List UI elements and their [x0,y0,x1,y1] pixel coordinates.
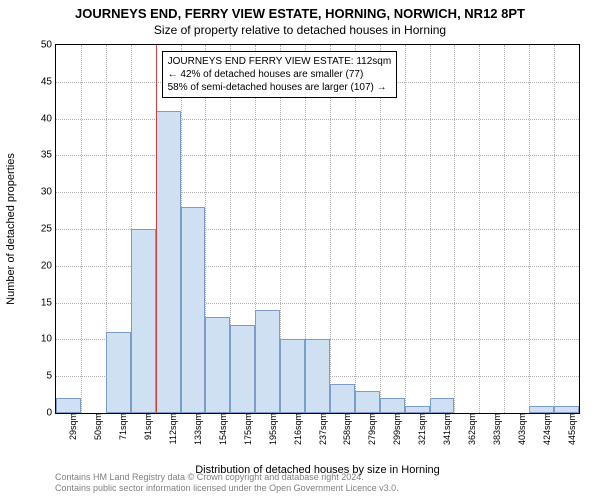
x-tick: 29sqm [68,413,78,440]
histogram-bar [255,310,280,413]
y-tick: 5 [46,371,52,382]
histogram-bar [56,398,81,413]
footer-line-1: Contains HM Land Registry data © Crown c… [55,472,399,483]
y-tick: 0 [46,408,52,419]
x-tick: 133sqm [193,413,203,445]
annotation-line: ← 42% of detached houses are smaller (77… [168,68,392,81]
gridline-v [454,45,455,413]
gridline-v [479,45,480,413]
page-subtitle: Size of property relative to detached ho… [0,21,600,37]
gridline-v [554,45,555,413]
histogram-bar [554,406,579,413]
x-tick: 258sqm [342,413,352,445]
y-tick: 25 [41,224,52,235]
x-tick: 216sqm [293,413,303,445]
gridline-v [355,45,356,413]
x-tick: 195sqm [268,413,278,445]
page-title: JOURNEYS END, FERRY VIEW ESTATE, HORNING… [0,0,600,21]
x-tick: 71sqm [118,413,128,440]
y-tick: 20 [41,260,52,271]
gridline-h [56,192,579,193]
gridline-v [330,45,331,413]
y-tick: 40 [41,113,52,124]
x-tick: 112sqm [168,413,178,444]
x-tick: 321sqm [417,413,427,445]
gridline-h [56,119,579,120]
histogram-bar [131,229,156,413]
y-axis-label: Number of detached properties [5,153,17,305]
y-tick: 50 [41,40,52,51]
x-tick: 279sqm [367,413,377,445]
histogram-bar [181,207,206,413]
x-tick: 91sqm [143,413,153,440]
gridline-v [380,45,381,413]
histogram-bar [205,317,230,413]
gridline-v [504,45,505,413]
x-tick: 299sqm [392,413,402,445]
x-tick: 362sqm [467,413,477,445]
histogram-bar [156,111,181,413]
histogram-chart: Number of detached properties 0510152025… [55,44,580,414]
y-tick: 30 [41,187,52,198]
gridline-h [56,155,579,156]
marker-line [156,45,157,413]
x-tick: 445sqm [567,413,577,445]
histogram-bar [330,384,355,413]
histogram-bar [405,406,430,413]
x-tick: 383sqm [492,413,502,445]
x-tick: 154sqm [218,413,228,445]
gridline-v [81,45,82,413]
histogram-bar [305,339,330,413]
histogram-bar [380,398,405,413]
annotation-line: 58% of semi-detached houses are larger (… [168,81,392,94]
annotation-line: JOURNEYS END FERRY VIEW ESTATE: 112sqm [168,55,392,68]
x-tick: 50sqm [93,413,103,440]
x-tick: 341sqm [442,413,452,445]
histogram-bar [355,391,380,413]
x-tick: 175sqm [243,413,253,445]
y-tick: 10 [41,334,52,345]
gridline-v [529,45,530,413]
x-tick: 403sqm [517,413,527,445]
histogram-bar [280,339,305,413]
y-tick: 45 [41,76,52,87]
plot-area: 0510152025303540455029sqm50sqm71sqm91sqm… [55,44,580,414]
histogram-bar [430,398,455,413]
gridline-v [430,45,431,413]
histogram-bar [529,406,554,413]
footer-attribution: Contains HM Land Registry data © Crown c… [55,472,399,495]
x-tick: 424sqm [542,413,552,445]
footer-line-2: Contains public sector information licen… [55,483,399,494]
y-tick: 35 [41,150,52,161]
x-tick: 237sqm [318,413,328,445]
gridline-v [405,45,406,413]
histogram-bar [230,325,255,413]
histogram-bar [106,332,131,413]
annotation-box: JOURNEYS END FERRY VIEW ESTATE: 112sqm← … [162,51,398,98]
y-tick: 15 [41,297,52,308]
